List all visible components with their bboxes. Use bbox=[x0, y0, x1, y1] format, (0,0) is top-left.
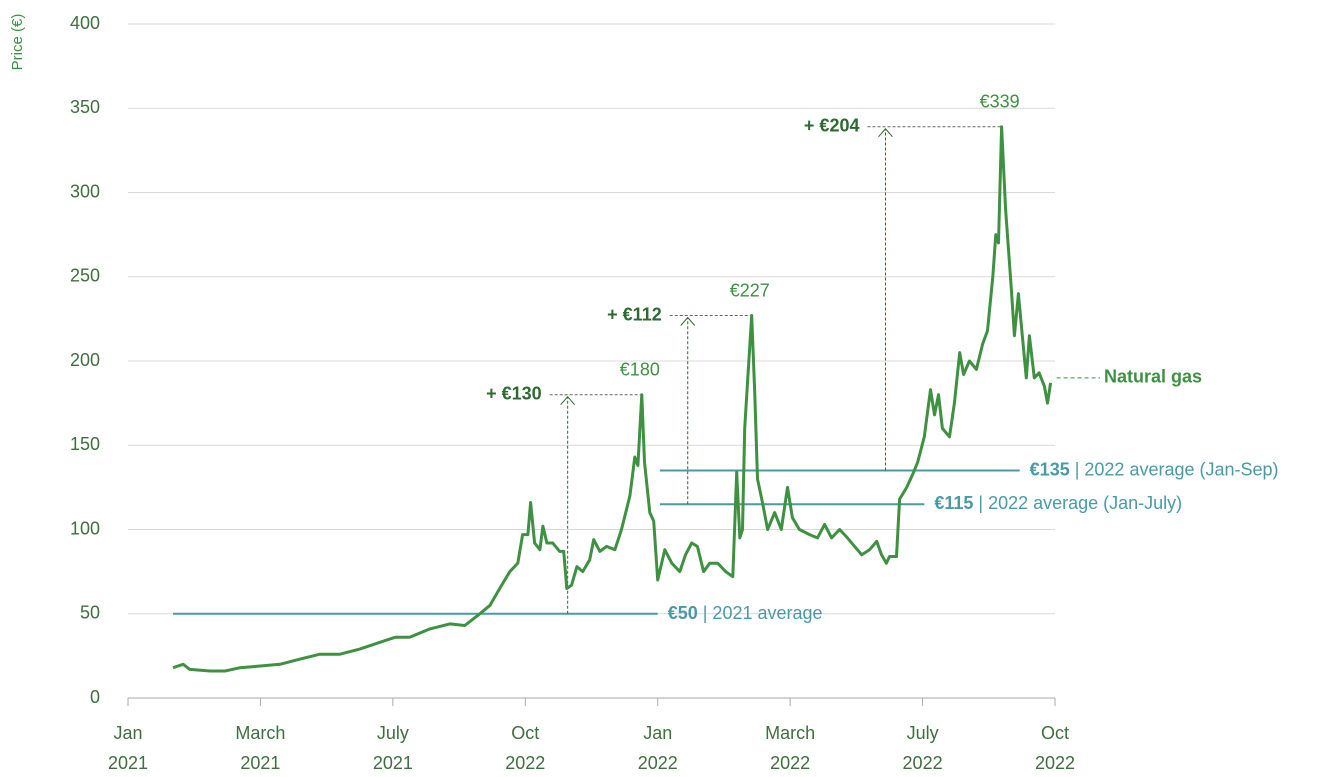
x-tick-label: Oct 2022 bbox=[505, 723, 545, 772]
x-tick-label: July 2022 bbox=[903, 723, 943, 772]
y-tick-label: 400 bbox=[70, 13, 100, 33]
y-tick-label: 100 bbox=[70, 518, 100, 538]
y-tick-label: 200 bbox=[70, 350, 100, 370]
peak-label: €339 bbox=[980, 92, 1020, 112]
x-tick-label: March 2021 bbox=[235, 723, 285, 772]
x-tick-label: July 2021 bbox=[373, 723, 413, 772]
legend-label: Natural gas bbox=[1104, 367, 1202, 387]
y-tick-label: 150 bbox=[70, 434, 100, 454]
x-tick-label: Oct 2022 bbox=[1035, 723, 1075, 772]
average-label: €50 | 2021 average bbox=[668, 603, 823, 623]
peak-label: €180 bbox=[620, 359, 660, 379]
x-tick-label: Jan 2021 bbox=[108, 723, 148, 772]
average-text: | 2021 average bbox=[703, 603, 823, 623]
increase-label: + €112 bbox=[607, 304, 662, 324]
increase-label: + €204 bbox=[804, 116, 860, 136]
arrow-head bbox=[680, 316, 696, 326]
increase-label: + €130 bbox=[486, 383, 542, 403]
y-tick-label: 250 bbox=[70, 266, 100, 286]
arrow-head bbox=[560, 395, 576, 406]
average-value: €115 bbox=[934, 493, 973, 513]
y-tick-label: 0 bbox=[90, 687, 100, 707]
y-tick-label: 350 bbox=[70, 97, 100, 117]
x-tick-label: Jan 2022 bbox=[638, 723, 678, 772]
average-text: | 2022 average (Jan-July) bbox=[978, 493, 1182, 513]
average-label: €135 | 2022 average (Jan-Sep) bbox=[1030, 459, 1279, 479]
y-tick-label: 50 bbox=[80, 603, 100, 623]
average-value: €50 bbox=[668, 603, 698, 623]
arrow-head bbox=[878, 128, 893, 138]
average-text: | 2022 average (Jan-Sep) bbox=[1075, 459, 1279, 479]
average-label: €115 | 2022 average (Jan-July) bbox=[934, 493, 1182, 513]
series-line bbox=[172, 125, 1053, 673]
average-value: €135 bbox=[1030, 459, 1070, 479]
y-tick-label: 300 bbox=[70, 181, 100, 201]
y-axis-title: Price (€) bbox=[9, 14, 26, 71]
peak-label: €227 bbox=[730, 280, 770, 300]
x-tick-label: March 2022 bbox=[765, 723, 815, 772]
